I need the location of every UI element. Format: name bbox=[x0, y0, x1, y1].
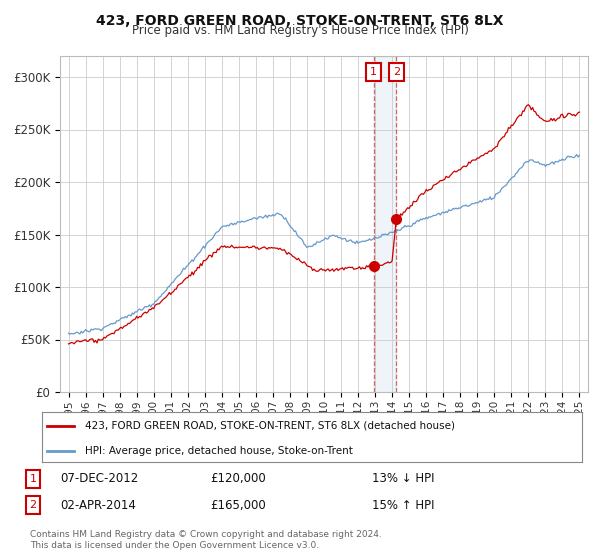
Text: 423, FORD GREEN ROAD, STOKE-ON-TRENT, ST6 8LX (detached house): 423, FORD GREEN ROAD, STOKE-ON-TRENT, ST… bbox=[85, 421, 455, 431]
Text: 07-DEC-2012: 07-DEC-2012 bbox=[60, 472, 138, 486]
Bar bbox=[374, 56, 397, 392]
Text: Contains HM Land Registry data © Crown copyright and database right 2024.: Contains HM Land Registry data © Crown c… bbox=[30, 530, 382, 539]
Text: 15% ↑ HPI: 15% ↑ HPI bbox=[372, 498, 434, 512]
Text: 2: 2 bbox=[393, 67, 400, 77]
Text: This data is licensed under the Open Government Licence v3.0.: This data is licensed under the Open Gov… bbox=[30, 541, 319, 550]
Text: 02-APR-2014: 02-APR-2014 bbox=[60, 498, 136, 512]
Text: 13% ↓ HPI: 13% ↓ HPI bbox=[372, 472, 434, 486]
Text: Price paid vs. HM Land Registry's House Price Index (HPI): Price paid vs. HM Land Registry's House … bbox=[131, 24, 469, 36]
Text: £165,000: £165,000 bbox=[210, 498, 266, 512]
Text: 2: 2 bbox=[29, 500, 37, 510]
Text: £120,000: £120,000 bbox=[210, 472, 266, 486]
Text: 423, FORD GREEN ROAD, STOKE-ON-TRENT, ST6 8LX: 423, FORD GREEN ROAD, STOKE-ON-TRENT, ST… bbox=[96, 14, 504, 28]
Text: HPI: Average price, detached house, Stoke-on-Trent: HPI: Average price, detached house, Stok… bbox=[85, 446, 353, 456]
Text: 1: 1 bbox=[29, 474, 37, 484]
Text: 1: 1 bbox=[370, 67, 377, 77]
